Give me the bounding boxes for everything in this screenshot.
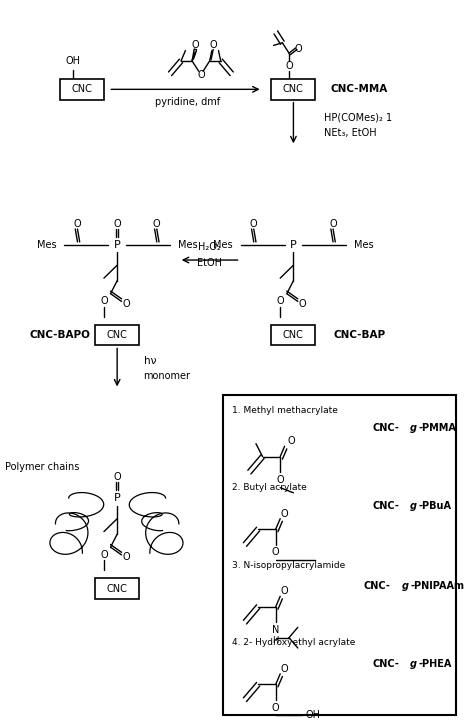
Text: CNC-: CNC- — [373, 501, 400, 511]
Text: CNC: CNC — [283, 84, 304, 95]
Text: HP(COMes)₂ 1: HP(COMes)₂ 1 — [324, 113, 392, 123]
Text: O: O — [113, 219, 121, 229]
Bar — [95, 578, 139, 599]
Text: O: O — [122, 553, 130, 563]
Bar — [223, 395, 456, 715]
Text: O: O — [73, 219, 82, 229]
Text: O: O — [287, 436, 295, 446]
Text: Mes: Mes — [213, 239, 233, 249]
Text: O: O — [299, 299, 306, 309]
Text: O: O — [281, 508, 288, 518]
Text: O: O — [210, 41, 217, 50]
Text: O: O — [113, 473, 121, 482]
Text: H: H — [273, 635, 279, 645]
Text: g: g — [410, 659, 417, 669]
Text: NEt₃, EtOH: NEt₃, EtOH — [324, 128, 377, 138]
Bar — [95, 325, 139, 345]
Text: CNC: CNC — [107, 330, 128, 340]
Text: N: N — [272, 625, 280, 635]
Text: O: O — [329, 219, 337, 229]
Text: CNC-: CNC- — [364, 581, 391, 591]
Text: 3. N-isopropylacrylamide: 3. N-isopropylacrylamide — [232, 561, 345, 570]
Text: O: O — [192, 41, 200, 50]
Text: CNC-: CNC- — [373, 423, 400, 433]
Text: O: O — [281, 586, 288, 596]
Text: -PMMA: -PMMA — [419, 423, 457, 433]
Text: CNC-MMA: CNC-MMA — [331, 84, 388, 95]
Text: O: O — [122, 299, 130, 309]
Text: Mes: Mes — [178, 239, 198, 249]
Text: CNC-BAP: CNC-BAP — [333, 330, 385, 340]
Text: O: O — [285, 61, 293, 71]
Text: -PNIPAAm: -PNIPAAm — [410, 581, 464, 591]
Text: 1. Methyl methacrylate: 1. Methyl methacrylate — [232, 406, 337, 414]
Text: O: O — [250, 219, 257, 229]
Bar — [272, 79, 315, 100]
Text: P: P — [114, 239, 120, 249]
Text: H₂O₂: H₂O₂ — [198, 242, 221, 252]
Text: -PHEA: -PHEA — [419, 659, 452, 669]
Text: OH: OH — [65, 56, 81, 66]
Text: g: g — [410, 501, 417, 511]
Text: Polymer chains: Polymer chains — [5, 462, 80, 472]
Text: pyridine, dmf: pyridine, dmf — [155, 97, 220, 108]
Text: O: O — [281, 664, 288, 674]
Text: -PBuA: -PBuA — [419, 501, 452, 511]
Text: Mes: Mes — [37, 239, 56, 249]
Text: Mes: Mes — [354, 239, 374, 249]
Text: 4. 2- Hydroxyethyl acrylate: 4. 2- Hydroxyethyl acrylate — [232, 638, 355, 647]
Text: monomer: monomer — [144, 371, 191, 382]
Text: O: O — [294, 44, 301, 54]
Text: OH: OH — [306, 710, 321, 720]
Text: hν: hν — [144, 356, 156, 366]
Text: O: O — [100, 297, 108, 306]
Text: g: g — [410, 423, 417, 433]
Text: CNC-: CNC- — [373, 659, 400, 669]
Text: O: O — [276, 297, 284, 306]
Text: 2. Butyl acrylate: 2. Butyl acrylate — [232, 483, 307, 492]
Text: CNC: CNC — [107, 584, 128, 593]
Text: CNC: CNC — [72, 84, 92, 95]
Text: O: O — [100, 550, 108, 560]
Bar — [272, 325, 315, 345]
Text: O: O — [272, 702, 280, 712]
Text: O: O — [276, 475, 284, 485]
Bar — [60, 79, 104, 100]
Text: CNC: CNC — [283, 330, 304, 340]
Text: EtOH: EtOH — [197, 257, 222, 268]
Text: P: P — [114, 493, 120, 503]
Text: O: O — [153, 219, 161, 229]
Text: O: O — [272, 547, 280, 558]
Text: O: O — [197, 70, 205, 80]
Text: CNC-BAPO: CNC-BAPO — [29, 330, 91, 340]
Text: g: g — [401, 581, 409, 591]
Text: P: P — [290, 239, 297, 249]
